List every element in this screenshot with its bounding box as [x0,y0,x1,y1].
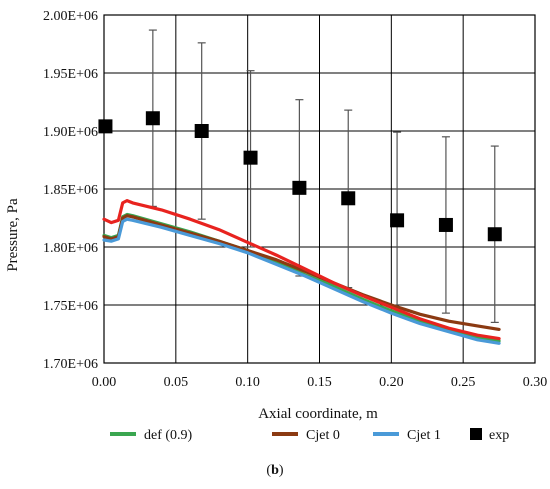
series-line-def-0-9- [102,212,501,343]
figure-caption: (b) [0,463,550,479]
legend-label: exp [489,428,509,443]
y-tick-label: 1.75E+06 [43,299,98,314]
y-tick-label: 1.70E+06 [43,357,98,372]
series-line-red [102,199,501,341]
y-tick-label: 1.80E+06 [43,241,98,256]
y-tick-label: 1.95E+06 [43,67,98,82]
exp-point [243,150,258,165]
x-tick-label: 0.10 [235,375,260,390]
exp-point [292,180,307,195]
x-tick-label: 0.30 [523,375,548,390]
exp-markers [98,111,502,242]
exp-point [98,119,113,134]
exp-point [390,213,405,228]
legend-label: Cjet 0 [306,428,340,443]
exp-point [341,191,356,206]
axes [103,14,536,364]
y-tick-labels: 1.70E+06 1.75E+06 1.80E+06 1.85E+06 1.90E+06… [43,9,98,372]
caption-close: ) [278,463,284,478]
x-axis-title: Axial coordinate, m [258,406,378,422]
y-tick-label: 1.85E+06 [43,183,98,198]
legend-label: def (0.9) [144,428,193,443]
x-tick-label: 0.25 [451,375,476,390]
exp-point [194,124,209,138]
legend-label: Cjet 1 [407,428,441,443]
y-tick-label: 2.00E+06 [43,9,98,24]
legend: def (0.9) Cjet 0 Cjet 1 exp [110,428,509,443]
x-tick-labels: 0.00 0.05 0.10 0.15 0.20 0.25 0.30 [92,375,548,390]
exp-point [438,217,453,232]
x-tick-label: 0.20 [379,375,404,390]
x-tick-label: 0.15 [307,375,332,390]
exp-point [145,111,160,126]
series-line-cjet-0 [102,214,501,331]
caption-letter: b [271,463,279,478]
y-tick-label: 1.90E+06 [43,125,98,140]
x-tick-label: 0.05 [164,375,189,390]
grid [103,14,536,364]
legend-swatch-marker [470,428,482,440]
series-lines [102,199,501,345]
exp-point [487,227,502,242]
y-axis-title: Pressure, Pa [5,198,21,272]
plot-frame [103,14,536,364]
x-tick-label: 0.00 [92,375,117,390]
caption-open: ( [266,463,272,478]
series-line-cjet-1 [102,217,501,345]
